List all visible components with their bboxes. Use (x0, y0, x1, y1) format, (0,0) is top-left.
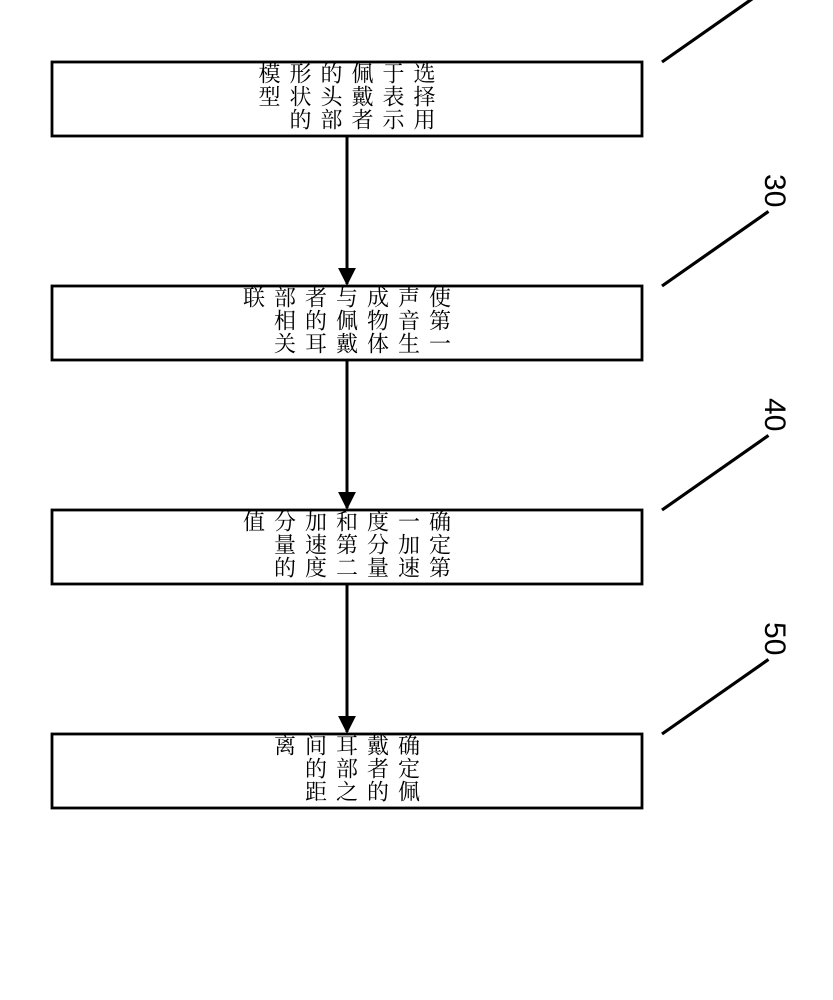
label-leader-line (662, 659, 768, 734)
flow-step-20: 选择用于表示佩戴者的头部形状的模型20 (52, 0, 791, 136)
step-text-container: 使第一声音生成物体与佩戴者的耳部相关联 (52, 286, 642, 360)
label-leader-line (662, 435, 768, 510)
step-label: 40 (758, 398, 791, 431)
step-text: 确定佩戴者的耳部之间的距离 (52, 734, 642, 808)
flow-step-50: 确定佩戴者的耳部之间的距离 50 (52, 622, 791, 808)
step-text-container: 确定第一加速度分量和第二加速度分量的值 (52, 510, 642, 584)
flow-step-40: 确定第一加速度分量和第二加速度分量的值 40 (52, 398, 791, 584)
step-text: 选择用于表示佩戴者的头部形状的模型 (52, 62, 642, 136)
flow-step-30: 使第一声音生成物体与佩戴者的耳部相关联 30 (52, 174, 791, 360)
step-label: 30 (758, 174, 791, 207)
label-leader-line (662, 211, 768, 286)
step-text-container: 确定佩戴者的耳部之间的距离 (52, 734, 642, 808)
step-text-container: 选择用于表示佩戴者的头部形状的模型 (52, 62, 642, 136)
step-text: 确定第一加速度分量和第二加速度分量的值 (52, 510, 642, 584)
step-label: 50 (758, 622, 791, 655)
label-leader-line (662, 0, 768, 62)
step-text: 使第一声音生成物体与佩戴者的耳部相关联 (52, 286, 642, 360)
